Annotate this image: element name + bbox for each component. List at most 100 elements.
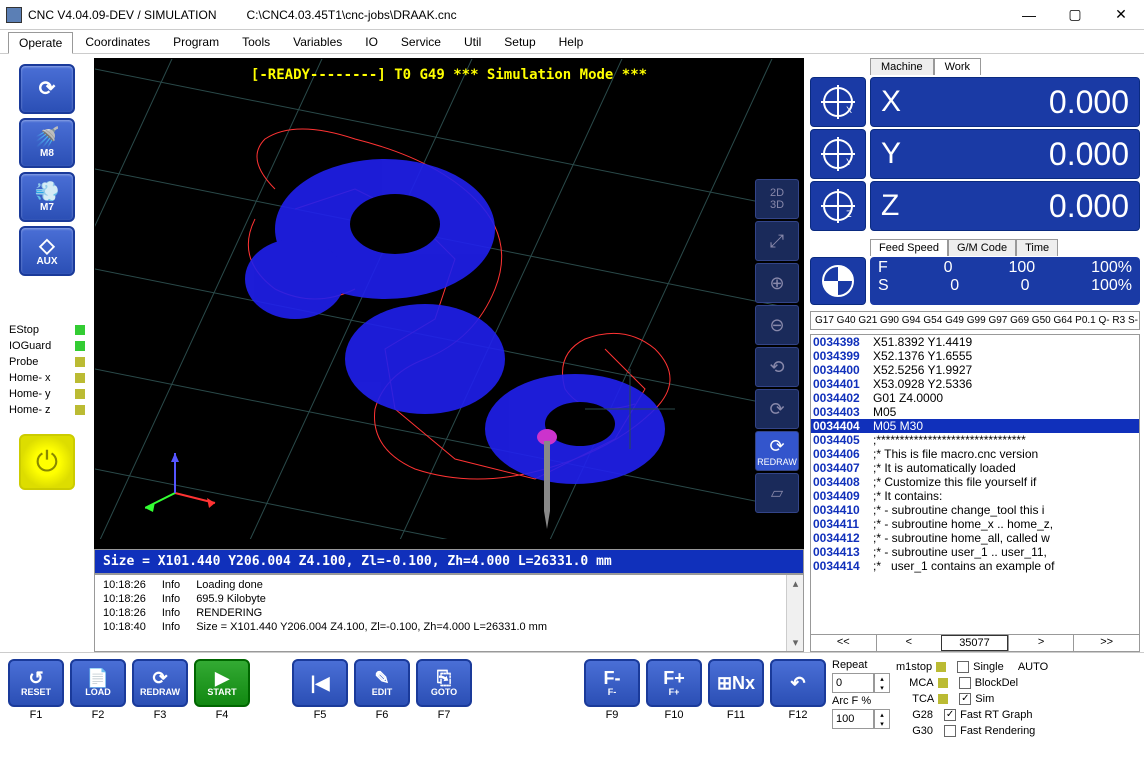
- code-line[interactable]: 0034407;* It is automatically loaded: [811, 461, 1139, 475]
- tca-led: [938, 694, 948, 704]
- reset-button[interactable]: ↺RESET: [8, 659, 64, 707]
- repeat-stepper[interactable]: ▴▾: [874, 673, 890, 693]
- arc-stepper[interactable]: ▴▾: [874, 709, 890, 729]
- status-probe: Probe: [9, 356, 85, 368]
- redraw-button[interactable]: ⟳REDRAW: [132, 659, 188, 707]
- menu-tab-program[interactable]: Program: [162, 31, 230, 53]
- f+-button[interactable]: F+F+: [646, 659, 702, 707]
- nav-next[interactable]: >: [1008, 635, 1074, 651]
- auto-label: AUTO: [1018, 659, 1048, 675]
- view-button-5[interactable]: ⟳: [755, 389, 799, 429]
- code-line[interactable]: 0034403M05: [811, 405, 1139, 419]
- svg-text:Y: Y: [846, 157, 852, 167]
- menu-tab-util[interactable]: Util: [453, 31, 492, 53]
- menu-tab-coordinates[interactable]: Coordinates: [74, 31, 161, 53]
- code-line[interactable]: 0034410;* - subroutine change_tool this …: [811, 503, 1139, 517]
- status-estop: EStop: [9, 324, 85, 336]
- code-line[interactable]: 0034401X53.0928 Y2.5336: [811, 377, 1139, 391]
- maximize-button[interactable]: ▢: [1052, 0, 1098, 30]
- log-row: 10:18:40InfoSize = X101.440 Y206.004 Z4.…: [99, 621, 557, 633]
- window-path: C:\CNC4.03.45T1\cnc-jobs\DRAAK.cnc: [247, 8, 1007, 22]
- m1stop-label: m1stop: [896, 659, 932, 675]
- nav-first[interactable]: <<: [811, 635, 876, 651]
- view-button-0[interactable]: 2D 3D: [755, 179, 799, 219]
- fkey-label: F12: [789, 709, 808, 721]
- status-home-x: Home- x: [9, 372, 85, 384]
- tool-button-spindle[interactable]: ⟳: [19, 64, 75, 114]
- repeat-input[interactable]: [832, 673, 874, 693]
- code-line[interactable]: 0034406;* This is file macro.cnc version: [811, 447, 1139, 461]
- code-line[interactable]: 0034411;* - subroutine home_x .. home_z,: [811, 517, 1139, 531]
- code-line[interactable]: 0034402G01 Z4.0000: [811, 391, 1139, 405]
- nav-last[interactable]: >>: [1073, 635, 1139, 651]
- view-button-4[interactable]: ⟲: [755, 347, 799, 387]
- code-line[interactable]: 0034398X51.8392 Y1.4419: [811, 335, 1139, 349]
- power-button[interactable]: ⏻: [19, 434, 75, 490]
- dro-readout-z[interactable]: Z0.000: [870, 181, 1140, 231]
- dro-tab-work[interactable]: Work: [934, 58, 981, 75]
- load-button[interactable]: 📄LOAD: [70, 659, 126, 707]
- fkey-label: F7: [438, 709, 451, 721]
- feed-speed-icon[interactable]: [810, 257, 866, 305]
- start-button[interactable]: ▶START: [194, 659, 250, 707]
- tool-button-m7[interactable]: 💨M7: [19, 172, 75, 222]
- menu-tab-operate[interactable]: Operate: [8, 32, 73, 54]
- nav-prev[interactable]: <: [876, 635, 942, 651]
- zero-y-button[interactable]: Y: [810, 129, 866, 179]
- sim-checkbox[interactable]: [959, 693, 971, 705]
- tool-button-aux[interactable]: ◇AUX: [19, 226, 75, 276]
- code-line[interactable]: 0034413;* - subroutine user_1 .. user_11…: [811, 545, 1139, 559]
- menu-tab-variables[interactable]: Variables: [282, 31, 353, 53]
- close-button[interactable]: ✕: [1098, 0, 1144, 30]
- arc-input[interactable]: [832, 709, 874, 729]
- code-line[interactable]: 0034404M05 M30: [811, 419, 1139, 433]
- menu-tab-io[interactable]: IO: [354, 31, 389, 53]
- arc-label: Arc F %: [832, 695, 890, 707]
- code-line[interactable]: 0034412;* - subroutine home_all, called …: [811, 531, 1139, 545]
- svg-text:Z: Z: [846, 209, 852, 219]
- code-listing[interactable]: 0034398X51.8392 Y1.44190034399X52.1376 Y…: [810, 334, 1140, 635]
- dro-readout-x[interactable]: X0.000: [870, 77, 1140, 127]
- minimize-button[interactable]: —: [1006, 0, 1052, 30]
- view-redraw-button[interactable]: ⟳REDRAW: [755, 431, 799, 471]
- edit-button[interactable]: ✎EDIT: [354, 659, 410, 707]
- view-button-2[interactable]: ⊕: [755, 263, 799, 303]
- view-button-1[interactable]: ⤢: [755, 221, 799, 261]
- code-line[interactable]: 0034414;* user_1 contains an example of: [811, 559, 1139, 573]
- code-nav: << < 35077 > >>: [810, 635, 1140, 652]
- tool-button-m8[interactable]: 🚿M8: [19, 118, 75, 168]
- menu-tab-setup[interactable]: Setup: [493, 31, 546, 53]
- menu-tab-help[interactable]: Help: [548, 31, 595, 53]
- code-line[interactable]: 0034405;********************************: [811, 433, 1139, 447]
- fastrt-checkbox[interactable]: [944, 709, 956, 721]
- view-button-3[interactable]: ⊖: [755, 305, 799, 345]
- f11-button[interactable]: ⊞Nx: [708, 659, 764, 707]
- fs-tab-time[interactable]: Time: [1016, 239, 1058, 256]
- zero-x-button[interactable]: X: [810, 77, 866, 127]
- nav-current[interactable]: 35077: [941, 635, 1008, 651]
- code-line[interactable]: 0034409;* It contains:: [811, 489, 1139, 503]
- fs-tab-feed-speed[interactable]: Feed Speed: [870, 239, 948, 256]
- axis-triad-icon: [145, 448, 225, 518]
- zero-z-button[interactable]: Z: [810, 181, 866, 231]
- code-line[interactable]: 0034408;* Customize this file yourself i…: [811, 475, 1139, 489]
- fs-tab-g-m-code[interactable]: G/M Code: [948, 239, 1016, 256]
- menu-tab-tools[interactable]: Tools: [231, 31, 281, 53]
- goto-button[interactable]: ⎘GOTO: [416, 659, 472, 707]
- log-panel[interactable]: 10:18:26InfoLoading done10:18:26Info695.…: [94, 574, 804, 652]
- dro-tab-machine[interactable]: Machine: [870, 58, 934, 75]
- blockdel-checkbox[interactable]: [959, 677, 971, 689]
- f5-button[interactable]: |◀: [292, 659, 348, 707]
- code-line[interactable]: 0034400X52.5256 Y1.9927: [811, 363, 1139, 377]
- f--button[interactable]: F-F-: [584, 659, 640, 707]
- viewport[interactable]: [-READY--------] T0 G49 *** Simulation M…: [94, 58, 804, 549]
- fastrender-checkbox[interactable]: [944, 725, 956, 737]
- single-checkbox[interactable]: [957, 661, 969, 673]
- code-line[interactable]: 0034399X52.1376 Y1.6555: [811, 349, 1139, 363]
- log-scrollbar[interactable]: ▴▾: [786, 575, 803, 651]
- m1stop-led: [936, 662, 946, 672]
- view-ortho-button[interactable]: ▱: [755, 473, 799, 513]
- menu-tab-service[interactable]: Service: [390, 31, 452, 53]
- dro-readout-y[interactable]: Y0.000: [870, 129, 1140, 179]
- f12-button[interactable]: ↶: [770, 659, 826, 707]
